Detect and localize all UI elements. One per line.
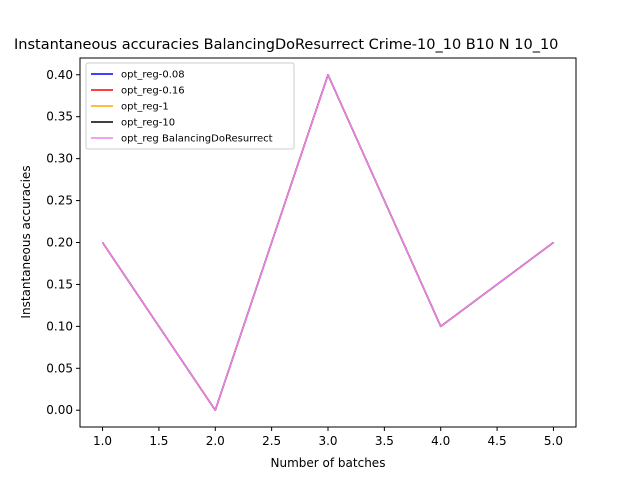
y-tick-label: 0.00	[46, 403, 73, 417]
x-tick-label: 1.5	[149, 434, 168, 448]
y-tick-label: 0.30	[46, 152, 73, 166]
x-axis-label: Number of batches	[271, 456, 386, 470]
y-axis-ticks: 0.00 0.05 0.10 0.15 0.20 0.25 0.30 0.35 0.40	[46, 68, 80, 417]
y-tick-label: 0.20	[46, 236, 73, 250]
y-tick-label: 0.40	[46, 68, 73, 82]
x-tick-label: 3.5	[375, 434, 394, 448]
legend-label-1: opt_reg-0.08	[121, 70, 185, 81]
y-tick-label: 0.35	[46, 110, 73, 124]
legend-label-3: opt_reg-1	[121, 102, 169, 113]
legend-label-4: opt_reg-10	[121, 118, 175, 129]
x-tick-label: 5.0	[544, 434, 563, 448]
chart-title: Instantaneous accuracies BalancingDoResu…	[14, 37, 558, 53]
legend-label-5: opt_reg BalancingDoResurrect	[121, 134, 273, 145]
x-tick-label: 1.0	[93, 434, 112, 448]
x-tick-label: 4.5	[488, 434, 507, 448]
x-tick-label: 3.0	[318, 434, 337, 448]
y-tick-label: 0.25	[46, 194, 73, 208]
x-tick-label: 2.0	[206, 434, 225, 448]
x-tick-label: 2.5	[262, 434, 281, 448]
legend-box	[85, 62, 295, 150]
y-tick-label: 0.10	[46, 319, 73, 333]
series-line-5	[101, 74, 554, 411]
x-tick-label: 4.0	[431, 434, 450, 448]
legend-label-2: opt_reg-0.16	[121, 86, 185, 97]
y-axis-label: Instantaneous accuracies	[19, 165, 33, 318]
series-lines	[101, 74, 554, 411]
y-tick-label: 0.05	[46, 361, 73, 375]
legend: opt_reg-0.08 opt_reg-0.16 opt_reg-1 opt_reg…	[85, 62, 295, 150]
y-tick-label: 0.15	[46, 277, 73, 291]
x-axis-ticks: 1.0 1.5 2.0 2.5 3.0 3.5 4.0 4.5 5.0	[93, 427, 563, 448]
